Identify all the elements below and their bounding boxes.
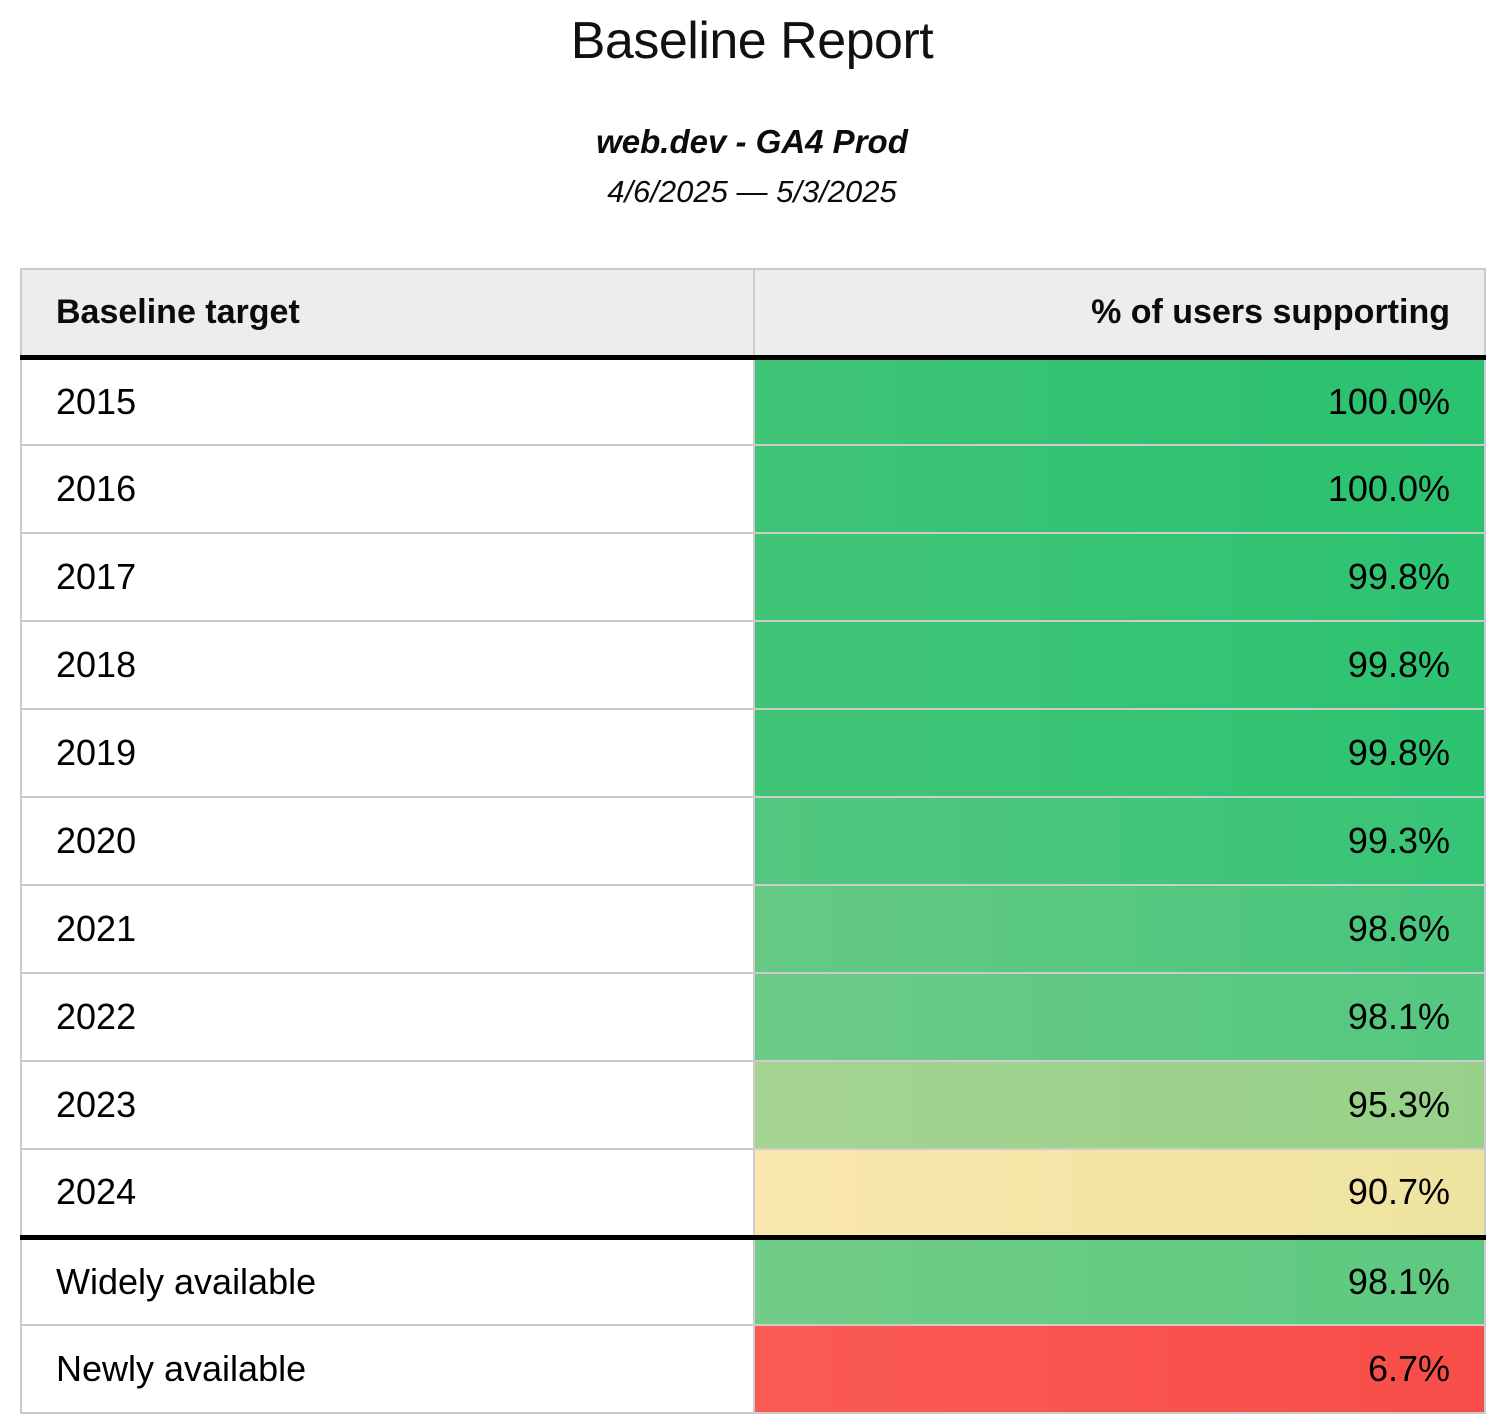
baseline-target-label: 2018 [20, 620, 755, 710]
report-date-range: 4/6/2025 — 5/3/2025 [607, 174, 897, 209]
report-subtitle: web.dev - GA4 Prod [596, 123, 908, 160]
users-supporting-value: 99.8% [753, 708, 1486, 798]
baseline-target-label: 2020 [20, 796, 755, 886]
baseline-target-label: 2024 [20, 1148, 755, 1240]
users-supporting-value: 98.6% [753, 884, 1486, 974]
users-supporting-value: 90.7% [753, 1148, 1486, 1240]
baseline-target-label: 2016 [20, 444, 755, 534]
baseline-table: Baseline target % of users supporting 20… [20, 268, 1486, 1414]
table-row: Widely available 98.1% [20, 1236, 1486, 1326]
table-body: 2015 100.0% 2016 100.0% 2017 99.8% 2018 … [20, 356, 1486, 1414]
table-row: 2024 90.7% [20, 1148, 1486, 1240]
baseline-target-label: 2023 [20, 1060, 755, 1150]
column-header-baseline-target: Baseline target [20, 268, 755, 360]
baseline-target-label: 2017 [20, 532, 755, 622]
page-title: Baseline Report [570, 12, 934, 70]
users-supporting-value: 6.7% [753, 1324, 1486, 1414]
users-supporting-value: 100.0% [753, 444, 1486, 534]
baseline-target-label: 2019 [20, 708, 755, 798]
baseline-target-label: Newly available [20, 1324, 755, 1414]
table-row: Newly available 6.7% [20, 1324, 1486, 1414]
table-header: Baseline target % of users supporting [20, 268, 1486, 360]
baseline-target-label: 2015 [20, 356, 755, 446]
table-row: 2020 99.3% [20, 796, 1486, 886]
table-row: 2022 98.1% [20, 972, 1486, 1062]
baseline-target-label: 2022 [20, 972, 755, 1062]
table-row: 2023 95.3% [20, 1060, 1486, 1150]
users-supporting-value: 100.0% [753, 356, 1486, 446]
table-row: 2019 99.8% [20, 708, 1486, 798]
users-supporting-value: 99.8% [753, 620, 1486, 710]
users-supporting-value: 98.1% [753, 1236, 1486, 1326]
users-supporting-value: 95.3% [753, 1060, 1486, 1150]
baseline-target-label: Widely available [20, 1236, 755, 1326]
table-row: 2016 100.0% [20, 444, 1486, 534]
table-header-row: Baseline target % of users supporting [20, 268, 1486, 360]
users-supporting-value: 99.8% [753, 532, 1486, 622]
users-supporting-value: 99.3% [753, 796, 1486, 886]
report-header: Baseline Report web.dev - GA4 Prod 4/6/2… [0, 10, 1504, 212]
baseline-target-label: 2021 [20, 884, 755, 974]
users-supporting-value: 98.1% [753, 972, 1486, 1062]
column-header-users-supporting: % of users supporting [753, 268, 1486, 360]
table-row: 2021 98.6% [20, 884, 1486, 974]
table-row: 2018 99.8% [20, 620, 1486, 710]
table-row: 2015 100.0% [20, 356, 1486, 446]
table-row: 2017 99.8% [20, 532, 1486, 622]
